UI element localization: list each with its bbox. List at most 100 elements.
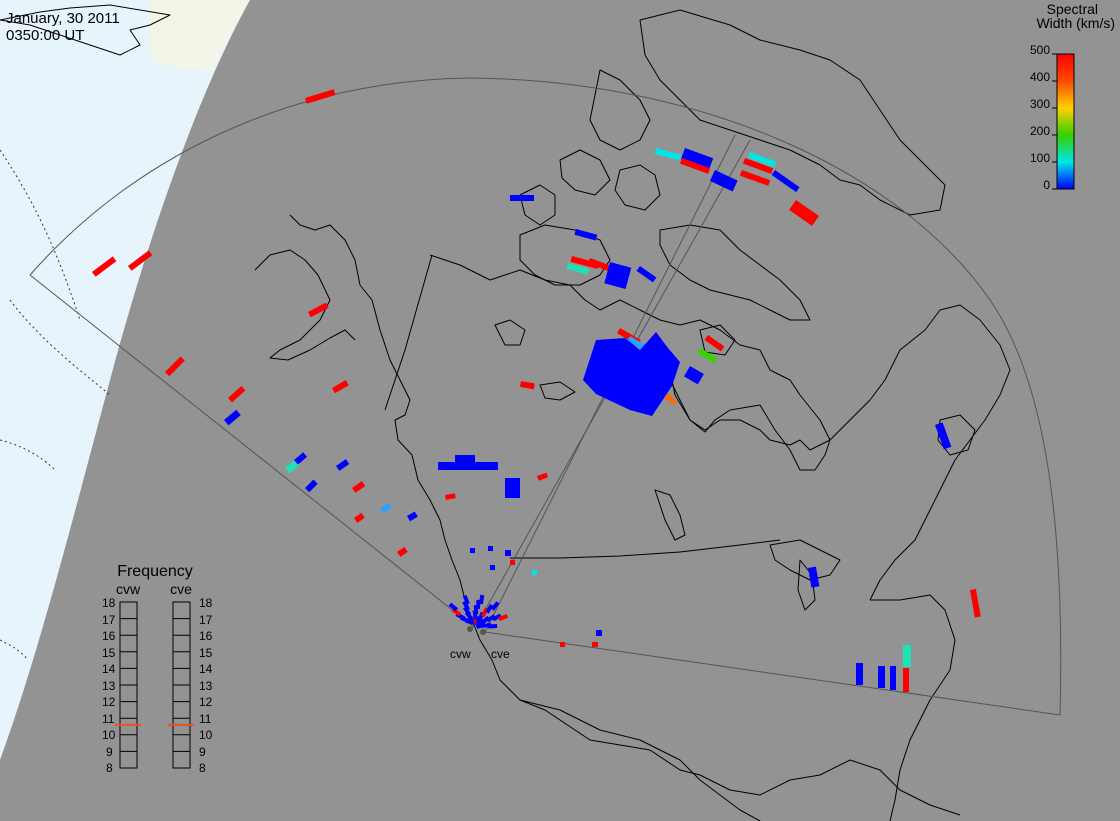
echo-cell <box>455 455 475 463</box>
echo-cell <box>505 478 520 498</box>
twilight-band <box>150 0 250 70</box>
echo-cell-near-range <box>485 603 494 614</box>
echo-cell-near-range <box>498 614 509 621</box>
echo-cell <box>596 630 602 636</box>
hudson-bay <box>667 359 831 471</box>
echo-cell-near-range <box>463 606 472 616</box>
frequency-panel: Frequency cvw cve 18 17 16 15 14 13 12 1… <box>102 563 213 775</box>
fov-east-edge <box>484 631 1061 716</box>
colorbar-tick-400: 400 <box>1030 70 1050 84</box>
freq-right-10: 10 <box>199 728 213 742</box>
echo-cell <box>488 546 493 551</box>
echo-cell <box>890 666 896 690</box>
echo-cell <box>396 546 408 557</box>
echo-cell <box>445 493 456 500</box>
echo-cell <box>878 666 885 688</box>
echo-cell <box>636 266 657 283</box>
radar-label-cvw: cvw <box>450 647 471 661</box>
echo-cell <box>294 452 308 465</box>
echo-cell <box>742 158 774 174</box>
victoria-island <box>519 224 611 286</box>
colorbar-title-line1: Spectral <box>1047 1 1098 17</box>
echo-cell <box>903 645 911 667</box>
freq-right-18: 18 <box>199 596 213 610</box>
echo-cell <box>697 347 718 364</box>
newfoundland <box>937 414 976 456</box>
alaska-coast <box>289 214 961 816</box>
radar-sites: cvw cve <box>450 626 510 661</box>
echo-cell <box>224 409 241 426</box>
chukotka <box>0 4 171 56</box>
freq-left-18: 18 <box>102 596 116 610</box>
echo-cell <box>592 642 598 647</box>
echo-cell <box>532 570 537 575</box>
night-region <box>0 0 250 760</box>
ellesmere <box>589 69 651 151</box>
baffin <box>659 224 811 321</box>
lake-winnipeg <box>654 489 686 541</box>
echo-cell <box>739 170 771 186</box>
great-lakes <box>769 539 841 581</box>
freq-left-15: 15 <box>102 646 116 660</box>
colorbar-tick-200: 200 <box>1030 124 1050 138</box>
us-southwest <box>519 699 761 821</box>
freq-right-16: 16 <box>199 629 213 643</box>
echo-cell-near-range <box>478 594 485 605</box>
echo-cell <box>747 152 777 168</box>
echo-cell-near-range <box>448 602 459 612</box>
echo-cell <box>438 462 498 470</box>
echo-cell-near-range <box>491 613 502 622</box>
freq-right-8: 8 <box>199 761 206 775</box>
freq-right-13: 13 <box>199 679 213 693</box>
echo-cell <box>970 588 981 618</box>
freq-right-12: 12 <box>199 695 213 709</box>
echo-cell <box>684 366 704 385</box>
echo-cell <box>510 195 534 201</box>
echo-cell <box>505 550 511 556</box>
freq-right-15: 15 <box>199 646 213 660</box>
echo-cell <box>704 334 725 352</box>
great-slave-lake <box>539 381 576 401</box>
freq-left-10: 10 <box>102 728 116 742</box>
greenland <box>639 9 946 216</box>
echo-cell-near-range <box>488 624 498 629</box>
echo-cell <box>127 250 153 271</box>
labrador-coast <box>829 304 1011 601</box>
radar-fov-outline <box>29 77 1062 716</box>
echo-cell <box>510 560 515 565</box>
freq-right-17: 17 <box>199 613 213 627</box>
echo-cell <box>709 170 738 192</box>
great-bear-lake <box>494 319 526 346</box>
echo-cell-near-range <box>485 614 496 623</box>
echo-cell <box>332 380 349 394</box>
radar-label-cve: cve <box>491 647 510 661</box>
fov-west-edge <box>29 274 476 629</box>
colorbar-tick-100: 100 <box>1030 151 1050 165</box>
colorbar-tick-500: 500 <box>1030 43 1050 57</box>
alaska-canada-border <box>384 254 433 411</box>
echo-cell-near-range <box>462 600 470 611</box>
banks-island <box>519 184 556 226</box>
echo-cell <box>771 170 800 193</box>
echo-cell <box>856 663 863 685</box>
echo-cell <box>604 262 632 289</box>
echo-cell <box>470 548 475 553</box>
echo-cell <box>570 255 600 270</box>
echo-cell <box>519 381 535 390</box>
fov-arc <box>29 77 1062 716</box>
alaska-west <box>254 249 356 361</box>
echo-cell <box>165 356 185 377</box>
echo-cell <box>808 566 820 588</box>
colorbar-title-line2: Width (km/s) <box>1036 15 1115 31</box>
freq-left-9: 9 <box>106 745 113 759</box>
colorbar-gradient <box>1056 53 1075 190</box>
echo-cell <box>566 262 590 275</box>
echo-cell <box>903 668 909 692</box>
east-coast <box>870 594 956 821</box>
graticule-lines <box>0 149 111 661</box>
frequency-radar-cvw: cvw <box>116 581 141 597</box>
freq-right-11: 11 <box>199 712 212 726</box>
echo-cell <box>490 565 495 570</box>
